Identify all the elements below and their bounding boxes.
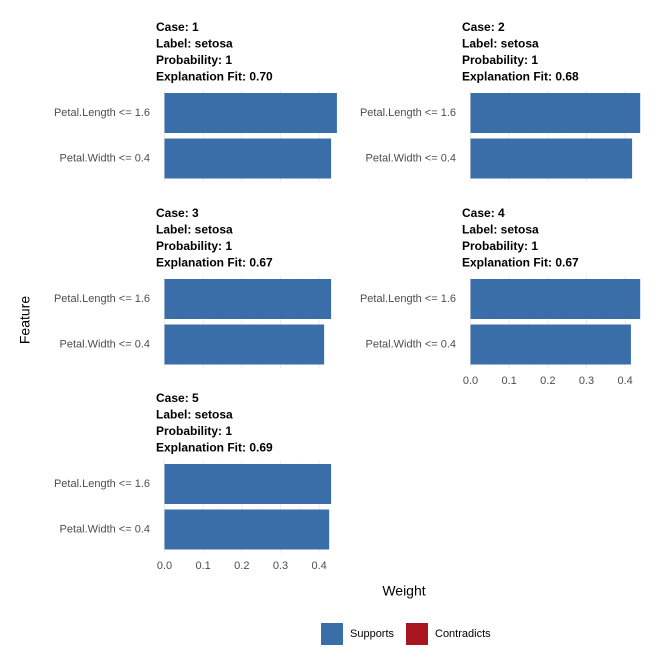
x-tick-label: 0.0 [463, 375, 478, 387]
facet-title: Label: setosa [156, 408, 233, 422]
facet-title: Probability: 1 [156, 53, 232, 67]
legend-swatch [406, 623, 428, 645]
facet-title: Case: 4 [462, 206, 505, 220]
x-axis-title: Weight [382, 583, 425, 599]
x-tick-label: 0.0 [157, 560, 172, 572]
y-tick-label: Petal.Width <= 0.4 [60, 152, 151, 164]
x-tick-label: 0.2 [234, 560, 249, 572]
y-tick-label: Petal.Length <= 1.6 [54, 107, 150, 119]
facet-title: Probability: 1 [156, 424, 232, 438]
y-tick-label: Petal.Length <= 1.6 [54, 293, 150, 305]
facet-title: Probability: 1 [462, 53, 538, 67]
x-tick-label: 0.1 [196, 560, 211, 572]
facet-title: Case: 3 [156, 206, 199, 220]
x-tick-label: 0.2 [540, 375, 555, 387]
facet-title: Explanation Fit: 0.70 [156, 70, 273, 84]
y-axis-title: Feature [17, 296, 33, 344]
y-tick-label: Petal.Length <= 1.6 [360, 293, 456, 305]
bar [470, 138, 633, 179]
bar [164, 138, 332, 179]
facet-title: Label: setosa [462, 223, 539, 237]
bar [470, 279, 641, 319]
facet-title: Case: 1 [156, 20, 199, 34]
facet-title: Probability: 1 [156, 239, 232, 253]
facet-title: Probability: 1 [462, 239, 538, 253]
facet-title: Explanation Fit: 0.67 [462, 256, 579, 270]
x-tick-label: 0.3 [579, 375, 594, 387]
bar [470, 93, 641, 133]
facet-title: Case: 2 [462, 20, 505, 34]
facet-title: Label: setosa [156, 223, 233, 237]
legend-label: Supports [350, 628, 395, 640]
legend-label: Contradicts [435, 628, 491, 640]
facet-title: Explanation Fit: 0.67 [156, 256, 273, 270]
bar [164, 464, 332, 504]
bar [470, 324, 631, 365]
y-tick-label: Petal.Length <= 1.6 [360, 107, 456, 119]
facet-title: Case: 5 [156, 391, 199, 405]
y-tick-label: Petal.Width <= 0.4 [366, 338, 457, 350]
x-tick-label: 0.4 [311, 560, 326, 572]
x-tick-label: 0.1 [502, 375, 517, 387]
y-tick-label: Petal.Width <= 0.4 [366, 152, 457, 164]
y-tick-label: Petal.Length <= 1.6 [54, 478, 150, 490]
legend-swatch [321, 623, 343, 645]
facet-title: Label: setosa [462, 37, 539, 51]
facet-title: Label: setosa [156, 37, 233, 51]
facet-title: Explanation Fit: 0.69 [156, 441, 273, 455]
y-tick-label: Petal.Width <= 0.4 [60, 338, 151, 350]
x-tick-label: 0.3 [273, 560, 288, 572]
bar [164, 279, 332, 319]
facet-title: Explanation Fit: 0.68 [462, 70, 579, 84]
x-tick-label: 0.4 [617, 375, 632, 387]
bar [164, 324, 325, 365]
bar [164, 509, 330, 550]
y-tick-label: Petal.Width <= 0.4 [60, 523, 151, 535]
bar [164, 93, 337, 133]
